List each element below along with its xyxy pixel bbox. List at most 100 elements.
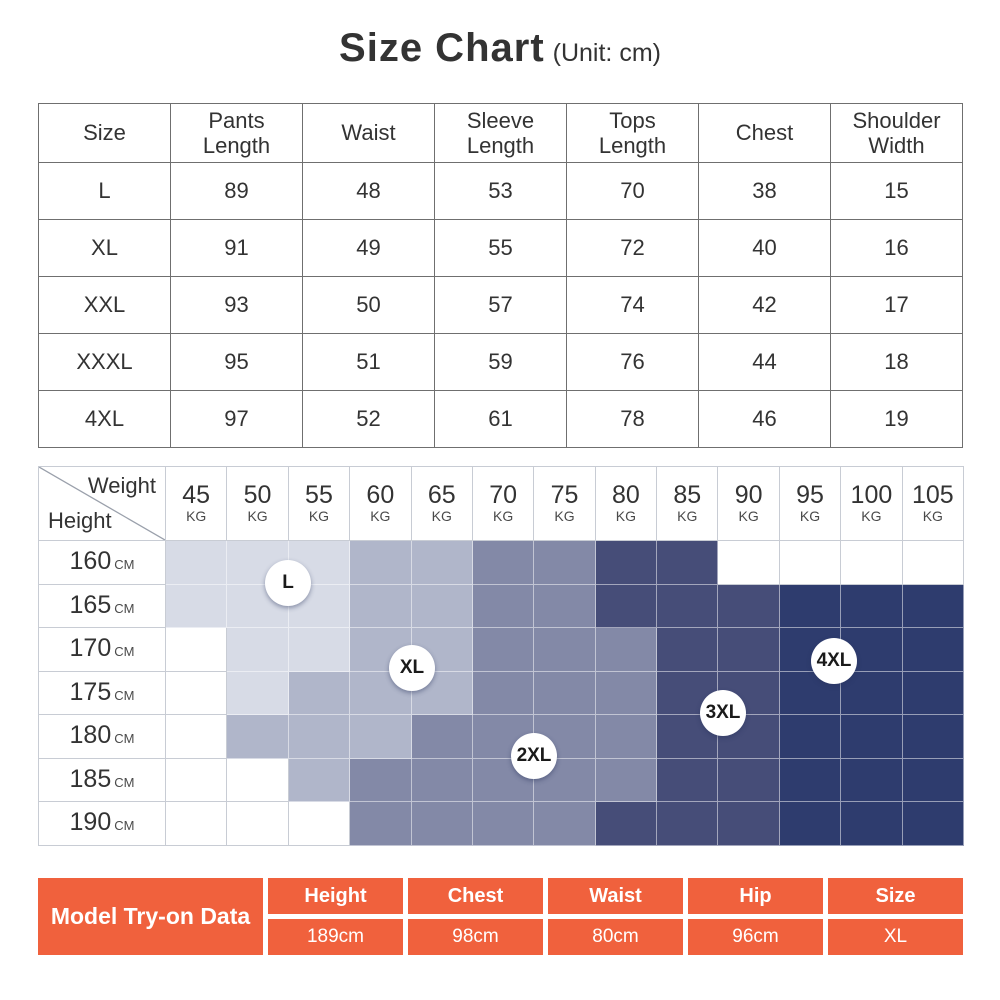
size-measurements-table: Size Pants Length Waist Sleeve Length Tops L… [38, 103, 963, 448]
matrix-cell-160-80-3XL [595, 541, 658, 585]
height-value: 185 [69, 764, 112, 793]
height-label-180cm: 180 CM [39, 715, 166, 759]
measurement-cell: 93 [170, 276, 303, 334]
weight-value: 65 [427, 480, 456, 509]
measurement-cell: 97 [170, 390, 303, 448]
matrix-cell-185-85-3XL [657, 758, 719, 803]
measurement-cell: 74 [566, 276, 699, 334]
weight-unit: KG [738, 508, 759, 525]
matrix-cell-180-55-XL [288, 715, 351, 759]
weight-value: 70 [489, 480, 518, 509]
size-table-header-row: Size Pants Length Waist Sleeve Length Tops L… [38, 103, 963, 163]
weight-header-105kg: 105 KG [902, 467, 964, 541]
height-value: 175 [69, 677, 112, 706]
corner-diagonal-line [39, 467, 165, 540]
matrix-cell-165-75-2XL [534, 584, 596, 629]
matrix-cell-160-105-none [902, 541, 964, 585]
matrix-cell-190-45-none [166, 802, 228, 846]
measurement-cell: 42 [698, 276, 831, 334]
weight-unit: KG [861, 508, 882, 525]
matrix-cell-175-45-none [166, 671, 228, 716]
height-value: 180 [69, 721, 112, 750]
weight-value: 75 [550, 480, 579, 509]
size-table-col-header-4: Tops Length [566, 103, 699, 163]
weight-value: 90 [734, 480, 763, 509]
weight-unit: KG [799, 508, 821, 525]
size-table-row: L 89 48 53 70 38 15 [38, 162, 963, 220]
matrix-cell-160-45-L [166, 541, 228, 585]
weight-unit: KG [922, 508, 943, 525]
measurement-cell: 53 [434, 162, 567, 220]
height-unit: CM [114, 687, 135, 703]
height-unit: CM [114, 557, 135, 572]
size-name-cell: XXXL [38, 333, 171, 391]
page-title: Size Chart (Unit: cm) [0, 26, 1000, 71]
height-label-185cm: 185 CM [39, 758, 166, 803]
title-text: Size Chart [339, 26, 545, 70]
weight-header-55kg: 55 KG [288, 467, 351, 541]
matrix-cell-175-75-2XL [534, 671, 596, 716]
matrix-cell-160-90-none [718, 541, 780, 585]
measurement-cell: 59 [434, 333, 567, 391]
weight-header-100kg: 100 KG [841, 467, 903, 541]
measurement-cell: 78 [566, 390, 699, 448]
size-bubble-4xl: 4XL [811, 638, 857, 684]
size-table-col-header-0: Size [38, 103, 171, 163]
measurement-cell: 76 [566, 333, 699, 391]
matrix-cell-180-65-2XL [411, 715, 473, 759]
weight-header-50kg: 50 KG [227, 467, 289, 541]
model-col-header-hip: Hip [688, 878, 823, 914]
measurement-cell: 17 [830, 276, 963, 334]
size-name-cell: L [38, 162, 171, 220]
measurement-cell: 18 [830, 333, 963, 391]
matrix-cell-190-70-2XL [472, 802, 535, 846]
matrix-cell-185-55-XL [288, 758, 351, 803]
weight-unit: KG [492, 508, 514, 525]
size-bubble-xl: XL [389, 645, 435, 691]
size-name-cell: 4XL [38, 390, 171, 448]
matrix-cell-185-80-2XL [595, 758, 658, 803]
weight-value: 100 [850, 480, 893, 509]
matrix-cell-180-105-4XL [902, 715, 964, 759]
matrix-cell-170-105-4XL [902, 628, 964, 672]
height-unit: CM [114, 818, 135, 834]
size-table-row: XXXL 95 51 59 76 44 18 [38, 333, 963, 391]
model-col-header-waist: Waist [548, 878, 683, 914]
model-value-hip: 96cm [688, 919, 823, 955]
matrix-cell-160-85-3XL [657, 541, 719, 585]
measurement-cell: 89 [170, 162, 303, 220]
matrix-cell-170-55-L [288, 628, 351, 672]
size-bubble-3xl: 3XL [700, 690, 746, 736]
matrix-cell-180-80-2XL [595, 715, 658, 759]
weight-unit: KG [615, 508, 636, 525]
measurement-cell: 19 [830, 390, 963, 448]
weight-header-90kg: 90 KG [718, 467, 780, 541]
weight-value: 105 [911, 480, 954, 509]
matrix-cell-175-100-4XL [841, 671, 903, 716]
weight-header-85kg: 85 KG [657, 467, 719, 541]
matrix-cell-190-80-3XL [595, 802, 658, 846]
height-label-190cm: 190 CM [39, 802, 166, 846]
weight-value: 45 [182, 480, 211, 509]
weight-unit: KG [186, 508, 207, 525]
weight-header-75kg: 75 KG [534, 467, 596, 541]
matrix-cell-165-80-3XL [595, 584, 658, 629]
matrix-cell-190-85-3XL [657, 802, 719, 846]
model-col-header-chest: Chest [408, 878, 543, 914]
matrix-cell-185-60-2XL [350, 758, 412, 803]
height-unit: CM [114, 731, 135, 747]
matrix-cell-175-50-L [227, 671, 289, 716]
weight-value: 60 [366, 480, 395, 509]
model-col-header-height: Height [268, 878, 403, 914]
matrix-cell-160-70-2XL [472, 541, 535, 585]
matrix-cell-175-105-4XL [902, 671, 964, 716]
measurement-cell: 44 [698, 333, 831, 391]
matrix-cell-185-50-none [227, 758, 289, 803]
measurement-cell: 50 [302, 276, 435, 334]
matrix-cell-160-60-XL [350, 541, 412, 585]
height-unit: CM [114, 644, 135, 660]
matrix-cell-170-90-3XL [718, 628, 780, 672]
matrix-cell-165-90-3XL [718, 584, 780, 629]
weight-unit: KG [431, 508, 452, 525]
